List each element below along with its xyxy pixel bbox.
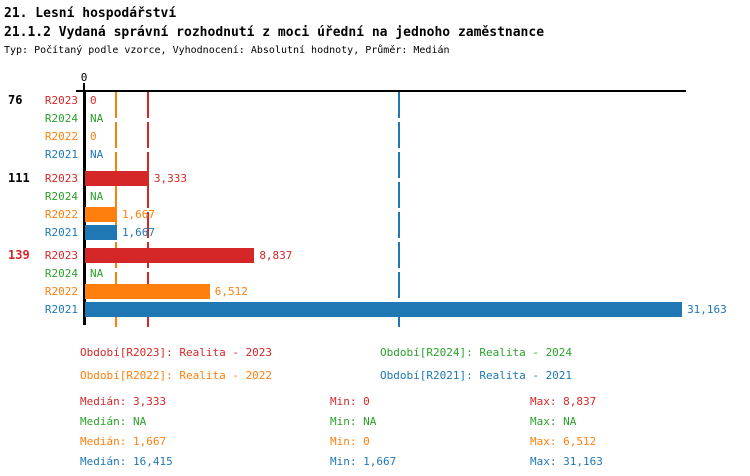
stat-median-R2023: Medián: 3,333 — [80, 395, 167, 408]
series-label-R2023: R2023 — [44, 171, 78, 185]
stat-min-R2021: Min: 1,667 — [330, 455, 397, 468]
axis-line-y — [83, 90, 86, 325]
series-label-R2023: R2023 — [44, 249, 78, 262]
stat-min-R2022: Min: 0 — [330, 435, 370, 448]
axis-tick — [83, 83, 85, 92]
stat-min-R2024: Min: NA — [330, 415, 377, 428]
bar-value: 0 — [90, 130, 97, 143]
series-label-R2023: R2023 — [44, 94, 78, 107]
group-label: 111 — [8, 170, 30, 185]
axis-tick-label: 0 — [80, 71, 88, 84]
series-label-R2021: R2021 — [44, 225, 78, 239]
bar-value: NA — [90, 189, 104, 203]
bar-value: NA — [90, 148, 104, 161]
series-label-R2022: R2022 — [44, 130, 78, 143]
stat-max-R2021: Max: 31,163 — [530, 455, 603, 468]
stat-min-R2023: Min: 0 — [330, 395, 370, 408]
legend-item-R2023: Období[R2023]: Realita - 2023 — [80, 346, 273, 359]
series-label-R2021: R2021 — [44, 148, 78, 161]
stat-max-R2023: Max: 8,837 — [530, 395, 597, 408]
series-label-R2024: R2024 — [44, 267, 78, 280]
series-label-R2024: R2024 — [44, 189, 78, 203]
legend-item-R2022: Období[R2022]: Realita - 2022 — [80, 369, 273, 382]
bar-R2022 — [85, 284, 210, 299]
bar-value: 31,163 — [687, 303, 727, 316]
bar-value: NA — [90, 267, 104, 280]
bar-value: 8,837 — [259, 249, 293, 262]
bar-R2021 — [85, 224, 117, 240]
stat-median-R2021: Medián: 16,415 — [80, 455, 173, 468]
chart-meta: Typ: Počítaný podle vzorce, Vyhodnocení:… — [4, 45, 450, 56]
bar-value: 0 — [90, 94, 97, 107]
legend-item-R2021: Období[R2021]: Realita - 2021 — [380, 369, 573, 382]
stat-max-R2022: Max: 6,512 — [530, 435, 597, 448]
bar-value: 3,333 — [153, 171, 187, 185]
bar-value: 6,512 — [214, 285, 248, 298]
median-line-R2021 — [397, 92, 400, 327]
stat-max-R2024: Max: NA — [530, 415, 577, 428]
page-title: 21. Lesní hospodářství — [4, 6, 177, 21]
median-line-R2023 — [146, 92, 149, 327]
page-subtitle: 21.1.2 Vydaná správní rozhodnutí z moci … — [4, 25, 545, 40]
series-label-R2024: R2024 — [44, 112, 78, 125]
bar-value: 1,667 — [121, 225, 156, 239]
series-label-R2022: R2022 — [44, 285, 78, 298]
bar-R2022 — [85, 206, 117, 222]
bar-R2023 — [85, 170, 149, 186]
series-label-R2022: R2022 — [44, 207, 78, 221]
axis-line-x — [76, 90, 686, 92]
bar-R2021 — [85, 302, 683, 317]
group-label: 76 — [8, 93, 23, 107]
bar-value: 1,667 — [121, 207, 156, 221]
group-label: 139 — [8, 248, 30, 262]
bar-R2023 — [85, 248, 255, 263]
legend-item-R2024: Období[R2024]: Realita - 2024 — [380, 346, 573, 359]
stat-median-R2024: Medián: NA — [80, 415, 147, 428]
stat-median-R2022: Medián: 1,667 — [80, 435, 167, 448]
series-label-R2021: R2021 — [44, 303, 78, 316]
bar-value: NA — [90, 112, 104, 125]
